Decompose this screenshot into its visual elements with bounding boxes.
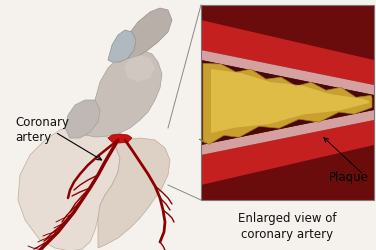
Polygon shape (211, 69, 369, 133)
Polygon shape (18, 125, 120, 250)
Polygon shape (201, 5, 374, 60)
Polygon shape (120, 8, 172, 58)
Polygon shape (201, 20, 374, 85)
Polygon shape (199, 64, 372, 144)
Polygon shape (85, 50, 162, 137)
Polygon shape (124, 55, 155, 82)
Text: Coronary
artery: Coronary artery (15, 116, 69, 144)
Polygon shape (201, 50, 374, 95)
Polygon shape (201, 110, 374, 155)
Polygon shape (201, 60, 374, 145)
Text: Enlarged view of
coronary artery: Enlarged view of coronary artery (238, 212, 337, 241)
Polygon shape (98, 138, 170, 248)
Polygon shape (201, 120, 374, 185)
Polygon shape (108, 134, 132, 143)
Polygon shape (201, 145, 374, 200)
Polygon shape (108, 30, 136, 62)
Bar (201, 5, 374, 200)
Polygon shape (65, 100, 100, 138)
Bar (201, 5, 374, 200)
Text: Plaque: Plaque (329, 172, 369, 184)
